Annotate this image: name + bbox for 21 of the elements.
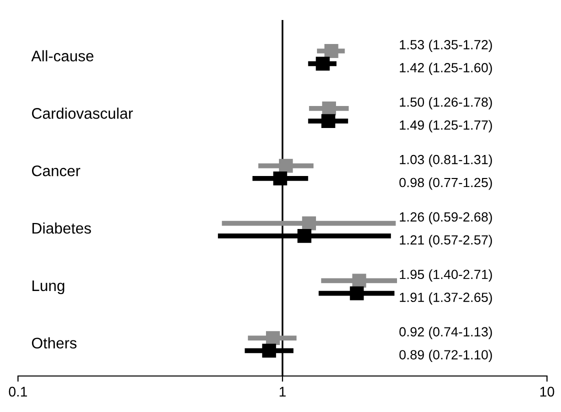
- annotation: 1.42 (1.25-1.60): [400, 62, 492, 75]
- annotation: 1.21 (0.57-2.57): [400, 234, 492, 248]
- x-tick-label: 0.1: [8, 386, 27, 397]
- annotation: 1.26 (0.59-2.68): [400, 212, 492, 224]
- y-tick-label: Others: [32, 337, 77, 349]
- y-tick-label: Cardiovascular: [32, 108, 133, 119]
- annotation: 1.50 (1.26-1.78): [400, 97, 492, 110]
- annotation: 1.49 (1.25-1.77): [400, 120, 492, 132]
- annotation: 1.95 (1.40-2.71): [400, 269, 492, 282]
- x-tick-label: 10: [540, 386, 554, 397]
- y-tick-label: All-cause: [31, 50, 94, 62]
- annotation: 0.98 (0.77-1.25): [399, 177, 492, 190]
- x-tick-label: 1: [280, 386, 286, 396]
- annotation: 1.03 (0.81-1.31): [400, 154, 492, 167]
- annotation: 1.91 (1.37-2.65): [400, 292, 492, 305]
- y-tick-label: Diabetes: [32, 222, 91, 234]
- y-tick-label: Cancer: [32, 165, 80, 176]
- annotation: 1.53 (1.35-1.72): [400, 40, 492, 52]
- annotation: 0.89 (0.72-1.10): [399, 350, 492, 362]
- annotation: 0.92 (0.74-1.13): [399, 326, 492, 340]
- y-tick-label: Lung: [32, 280, 64, 294]
